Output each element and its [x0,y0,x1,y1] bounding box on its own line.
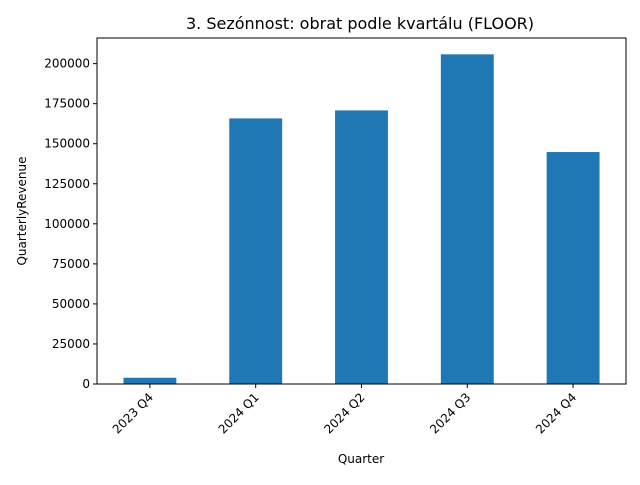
x-tick-label: 2023 Q4 [110,390,156,436]
y-tick-label: 175000 [44,97,90,111]
bar-2023-q4 [123,377,177,384]
bar-2024-q1 [229,118,283,384]
x-tick-label: 2024 Q1 [216,390,262,436]
bar-2024-q2 [335,110,388,385]
y-tick-label: 125000 [44,177,90,191]
bar-2024-q4 [546,152,600,384]
bars-layer [123,54,600,385]
bar-2024-q3 [440,54,494,384]
x-tick-label: 2024 Q4 [533,390,579,436]
y-tick-label: 50000 [52,297,90,311]
x-axis-ticks: 2023 Q4 2024 Q1 2024 Q2 2024 Q3 2024 Q4 [110,384,579,436]
x-tick-label: 2024 Q2 [321,390,367,436]
plot-frame [96,37,627,385]
y-tick-label: 100000 [44,217,90,231]
x-axis-label: Quarter [338,452,384,466]
y-tick-label: 200000 [44,57,90,71]
x-tick-label: 2024 Q3 [427,390,473,436]
y-tick-label: 75000 [52,257,90,271]
y-tick-label: 25000 [52,337,90,351]
y-tick-label: 150000 [44,137,90,151]
y-tick-label: 0 [82,377,90,391]
y-axis-label: QuarterlyRevenue [15,156,29,265]
chart-title: 3. Sezónnost: obrat podle kvartálu (FLOO… [186,14,534,33]
y-axis-ticks: 0 25000 50000 75000 100000 125000 150000 175000… [44,57,97,391]
